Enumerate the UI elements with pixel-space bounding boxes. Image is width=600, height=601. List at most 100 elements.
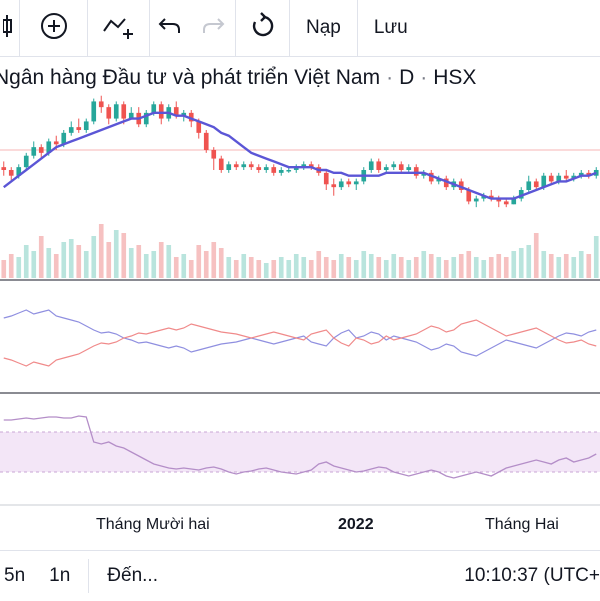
candle-body xyxy=(233,164,239,168)
candle-body xyxy=(503,201,509,205)
volume-bar xyxy=(443,260,449,278)
volume-bar xyxy=(526,245,532,278)
candle-body xyxy=(526,181,532,190)
candle-body xyxy=(368,161,374,170)
candle-body xyxy=(496,198,502,202)
candlestick-icon xyxy=(1,13,17,44)
range-5n-button[interactable]: 5n xyxy=(4,565,26,586)
volume-bar xyxy=(241,254,247,278)
load-button[interactable]: Nạp xyxy=(290,0,358,56)
redo-button[interactable] xyxy=(190,0,236,56)
volume-bar xyxy=(563,254,569,278)
candle-body xyxy=(473,198,479,202)
range-1n-button[interactable]: 1n xyxy=(49,565,71,586)
volume-bar xyxy=(586,254,592,278)
candle-body xyxy=(38,147,44,153)
volume-bar xyxy=(383,260,389,278)
candle-body xyxy=(248,164,254,168)
candle-body xyxy=(211,150,217,159)
volume-bar xyxy=(38,236,44,278)
candle-body xyxy=(383,167,389,170)
candle-body xyxy=(518,190,524,199)
volume-bar xyxy=(466,251,472,278)
candle-body xyxy=(158,104,164,119)
rsi-line xyxy=(3,415,597,479)
volume-bar xyxy=(503,257,509,278)
candle-body xyxy=(181,112,187,116)
rsi-band xyxy=(0,432,600,472)
volume-bar xyxy=(428,254,434,278)
candle-body xyxy=(301,164,307,168)
candle-body xyxy=(263,167,269,170)
bottom-bar: 5n 1n Đến... 10:10:37 (UTC+ xyxy=(0,550,600,601)
reload-icon xyxy=(249,11,277,45)
candle-body xyxy=(428,172,434,182)
symbol-name: Ngân hàng Đầu tư và phát triển Việt Nam xyxy=(0,66,381,89)
candle-body xyxy=(53,141,59,145)
indicators-button[interactable] xyxy=(88,0,150,56)
reload-button[interactable] xyxy=(236,0,290,56)
volume-bar xyxy=(226,257,232,278)
volume-bar xyxy=(166,245,172,278)
volume-bar xyxy=(353,260,359,278)
candle-body xyxy=(421,172,427,176)
candle-body xyxy=(203,132,209,150)
candle-body xyxy=(286,170,292,172)
save-button[interactable]: Lưu xyxy=(373,17,408,38)
volume-bar xyxy=(23,245,29,278)
volume-bar xyxy=(361,251,367,278)
candle-body xyxy=(511,198,517,205)
candle-body xyxy=(533,181,539,188)
candle-body xyxy=(83,121,89,130)
chart-type-button[interactable] xyxy=(0,0,20,56)
volume-bar xyxy=(203,251,209,278)
oscillator-plus-line xyxy=(3,309,597,357)
volume-bar xyxy=(511,251,517,278)
candle-body xyxy=(548,175,554,182)
candle-body xyxy=(488,195,494,199)
volume-bar xyxy=(556,257,562,278)
candle-body xyxy=(271,167,277,173)
clock-timezone[interactable]: 10:10:37 (UTC+ xyxy=(464,565,600,586)
candle-body xyxy=(128,112,134,119)
volume-bar xyxy=(61,242,67,278)
top-toolbar: Nạp Lưu xyxy=(0,0,600,57)
volume-bar xyxy=(421,251,427,278)
compare-add-button[interactable] xyxy=(20,0,88,56)
candle-body xyxy=(578,172,584,176)
volume-bar xyxy=(211,242,217,278)
volume-bar xyxy=(8,254,14,278)
candle-body xyxy=(353,181,359,185)
volume-bar xyxy=(488,257,494,278)
volume-bar xyxy=(436,257,442,278)
volume-bar xyxy=(128,248,134,278)
undo-button[interactable] xyxy=(150,0,190,56)
volume-bar xyxy=(368,254,374,278)
candle-body xyxy=(323,172,329,185)
price-chart[interactable] xyxy=(0,90,600,510)
candle-body xyxy=(391,164,397,168)
candle-body xyxy=(1,167,7,170)
candle-body xyxy=(563,175,569,179)
candle-body xyxy=(571,175,577,179)
plus-circle-icon xyxy=(39,11,69,46)
volume-bar xyxy=(578,251,584,278)
volume-bar xyxy=(196,245,202,278)
candle-body xyxy=(331,184,337,188)
volume-bar xyxy=(533,233,539,278)
symbol-title: Ngân hàng Đầu tư và phát triển Việt Nam ·… xyxy=(0,66,476,90)
volume-bar xyxy=(323,257,329,278)
volume-bar xyxy=(83,251,89,278)
candle-body xyxy=(113,104,119,119)
goto-date-button[interactable]: Đến... xyxy=(107,565,158,586)
volume-bar xyxy=(121,233,127,278)
volume-bar xyxy=(413,257,419,278)
moving-average-line xyxy=(3,111,597,200)
volume-bar xyxy=(188,260,194,278)
volume-bar xyxy=(308,260,314,278)
candle-body xyxy=(293,167,299,170)
candle-body xyxy=(91,101,97,122)
x-axis-label-2022: 2022 xyxy=(338,516,374,533)
volume-bar xyxy=(338,254,344,278)
candle-body xyxy=(586,172,592,176)
